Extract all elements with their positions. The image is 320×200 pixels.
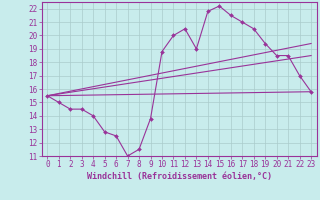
X-axis label: Windchill (Refroidissement éolien,°C): Windchill (Refroidissement éolien,°C)	[87, 172, 272, 181]
